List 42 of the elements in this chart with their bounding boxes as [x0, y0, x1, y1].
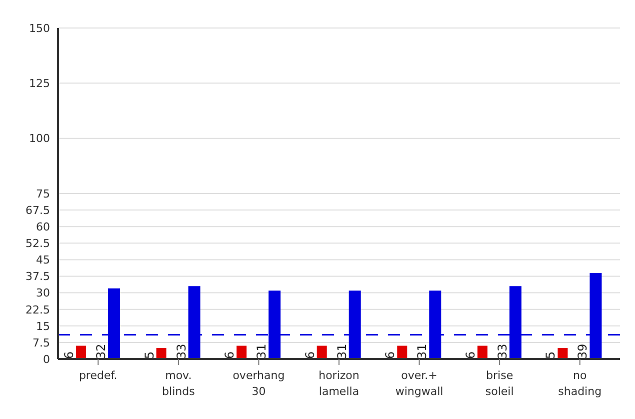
y-tick-label: 45	[36, 254, 50, 267]
bar	[397, 346, 408, 359]
y-tick-label: 60	[36, 220, 50, 234]
data-label: 6	[222, 351, 237, 359]
y-tick-label: 7.5	[32, 336, 50, 350]
bar	[558, 348, 568, 359]
y-tick-label: 100	[29, 132, 50, 146]
y-tick-label: 22.5	[26, 303, 50, 316]
data-label: 5	[142, 351, 156, 359]
y-tick-label: 125	[29, 77, 50, 90]
x-tick-label: horizon lamella	[318, 369, 360, 398]
y-tick-label: 52.5	[26, 237, 50, 250]
y-tick-label: 75	[36, 187, 50, 200]
bar	[156, 348, 166, 359]
x-tick-label: brise soleil	[485, 369, 514, 398]
data-label: 32	[94, 344, 108, 359]
bar	[76, 346, 86, 359]
x-tick-label: no shading	[558, 369, 602, 398]
bar	[316, 346, 327, 359]
data-label: 33	[174, 344, 188, 359]
x-tick-label: over.+ wingwall	[395, 369, 444, 398]
data-label: 6	[383, 351, 398, 359]
data-label: 39	[576, 344, 590, 359]
y-tick-label: 15	[36, 320, 50, 333]
data-label: 6	[62, 351, 76, 359]
x-tick-label: predef.	[78, 369, 118, 382]
bar	[236, 346, 247, 359]
data-label: 31	[254, 344, 269, 359]
y-tick-label: 67.5	[26, 204, 50, 217]
data-label: 31	[334, 344, 349, 359]
data-label: 6	[463, 351, 478, 359]
y-tick-label: 30	[36, 286, 50, 300]
data-label: 31	[415, 344, 430, 359]
y-tick-label: 150	[29, 22, 50, 35]
x-tick-label: mov. blinds	[162, 369, 196, 398]
y-tick-label: 37.5	[26, 270, 50, 284]
y-tick-label: 0	[43, 352, 50, 366]
data-label: 6	[302, 351, 317, 359]
data-label: 5	[544, 351, 558, 359]
data-label: 33	[495, 344, 510, 359]
bar	[477, 346, 488, 359]
x-tick-label: overhang 30	[232, 369, 285, 398]
